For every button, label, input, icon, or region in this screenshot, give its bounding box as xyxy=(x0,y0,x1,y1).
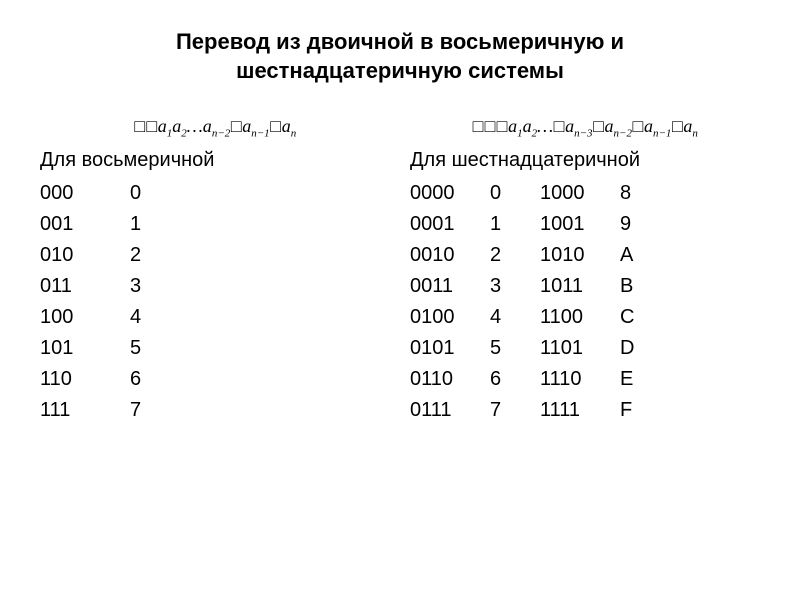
octal-binary-cell: 110 xyxy=(40,364,130,395)
octal-value-cell: 6 xyxy=(130,364,190,395)
hex-value-cell: 0 xyxy=(490,178,540,209)
hex-value-cell: 5 xyxy=(490,333,540,364)
hex-formula: □□□a1a2…□an−3□an−2□an−1□an xyxy=(410,113,760,139)
content-columns: □□a1a2…an−2□an−1□an Для восьмеричной 000… xyxy=(40,113,760,426)
octal-binary-cell: 100 xyxy=(40,302,130,333)
hex-binary-cell: 0011 xyxy=(410,271,490,302)
octal-value-cell: 7 xyxy=(130,395,190,426)
table-row: 0011 xyxy=(40,209,190,240)
hex-value-cell: F xyxy=(620,395,670,426)
table-row: 0113 xyxy=(40,271,190,302)
octal-value-cell: 4 xyxy=(130,302,190,333)
slide-title: Перевод из двоичной в восьмеричную и шес… xyxy=(40,28,760,85)
octal-formula: □□a1a2…an−2□an−1□an xyxy=(40,113,390,139)
octal-value-cell: 0 xyxy=(130,178,190,209)
table-row: 010151101D xyxy=(410,333,670,364)
hex-value-cell: 4 xyxy=(490,302,540,333)
octal-binary-cell: 101 xyxy=(40,333,130,364)
hex-value-cell: 2 xyxy=(490,240,540,271)
hex-binary-cell: 0110 xyxy=(410,364,490,395)
hex-binary-cell: 0010 xyxy=(410,240,490,271)
hex-value-cell: 6 xyxy=(490,364,540,395)
hex-binary-cell: 0000 xyxy=(410,178,490,209)
octal-binary-cell: 000 xyxy=(40,178,130,209)
octal-binary-cell: 010 xyxy=(40,240,130,271)
table-row: 001131011B xyxy=(410,271,670,302)
octal-column: □□a1a2…an−2□an−1□an Для восьмеричной 000… xyxy=(40,113,390,426)
title-line-1: Перевод из двоичной в восьмеричную и xyxy=(176,29,624,54)
hex-value-cell: 3 xyxy=(490,271,540,302)
hex-value-cell: 8 xyxy=(620,178,670,209)
title-line-2: шестнадцатеричную системы xyxy=(236,58,564,83)
table-row: 1117 xyxy=(40,395,190,426)
octal-label: Для восьмеричной xyxy=(40,149,390,172)
table-row: 011171111F xyxy=(410,395,670,426)
hex-binary-cell: 1100 xyxy=(540,302,620,333)
hex-value-cell: E xyxy=(620,364,670,395)
octal-binary-cell: 011 xyxy=(40,271,130,302)
table-row: 0001110019 xyxy=(410,209,670,240)
octal-value-cell: 5 xyxy=(130,333,190,364)
hex-binary-cell: 1001 xyxy=(540,209,620,240)
hex-value-cell: A xyxy=(620,240,670,271)
octal-tbody: 00000011010201131004101511061117 xyxy=(40,178,190,426)
hex-binary-cell: 0100 xyxy=(410,302,490,333)
table-row: 0000 xyxy=(40,178,190,209)
hex-binary-cell: 1110 xyxy=(540,364,620,395)
hex-value-cell: 1 xyxy=(490,209,540,240)
table-row: 001021010A xyxy=(410,240,670,271)
hex-binary-cell: 0111 xyxy=(410,395,490,426)
hex-value-cell: C xyxy=(620,302,670,333)
octal-value-cell: 1 xyxy=(130,209,190,240)
octal-binary-cell: 111 xyxy=(40,395,130,426)
table-row: 1015 xyxy=(40,333,190,364)
octal-binary-cell: 001 xyxy=(40,209,130,240)
hex-value-cell: B xyxy=(620,271,670,302)
hex-binary-cell: 1111 xyxy=(540,395,620,426)
hex-label: Для шестнадцатеричной xyxy=(410,149,760,172)
table-row: 0102 xyxy=(40,240,190,271)
octal-table: 00000011010201131004101511061117 xyxy=(40,178,190,426)
hex-binary-cell: 0001 xyxy=(410,209,490,240)
table-row: 010041100C xyxy=(410,302,670,333)
hex-binary-cell: 1000 xyxy=(540,178,620,209)
hex-binary-cell: 1101 xyxy=(540,333,620,364)
table-row: 1004 xyxy=(40,302,190,333)
hex-column: □□□a1a2…□an−3□an−2□an−1□an Для шестнадца… xyxy=(410,113,760,426)
table-row: 1106 xyxy=(40,364,190,395)
slide: Перевод из двоичной в восьмеричную и шес… xyxy=(0,0,800,600)
hex-value-cell: 7 xyxy=(490,395,540,426)
table-row: 0000010008 xyxy=(410,178,670,209)
hex-binary-cell: 0101 xyxy=(410,333,490,364)
hex-table: 00000100080001110019001021010A001131011B… xyxy=(410,178,670,426)
hex-value-cell: D xyxy=(620,333,670,364)
octal-value-cell: 2 xyxy=(130,240,190,271)
hex-value-cell: 9 xyxy=(620,209,670,240)
table-row: 011061110E xyxy=(410,364,670,395)
hex-tbody: 00000100080001110019001021010A001131011B… xyxy=(410,178,670,426)
hex-binary-cell: 1011 xyxy=(540,271,620,302)
octal-value-cell: 3 xyxy=(130,271,190,302)
hex-binary-cell: 1010 xyxy=(540,240,620,271)
